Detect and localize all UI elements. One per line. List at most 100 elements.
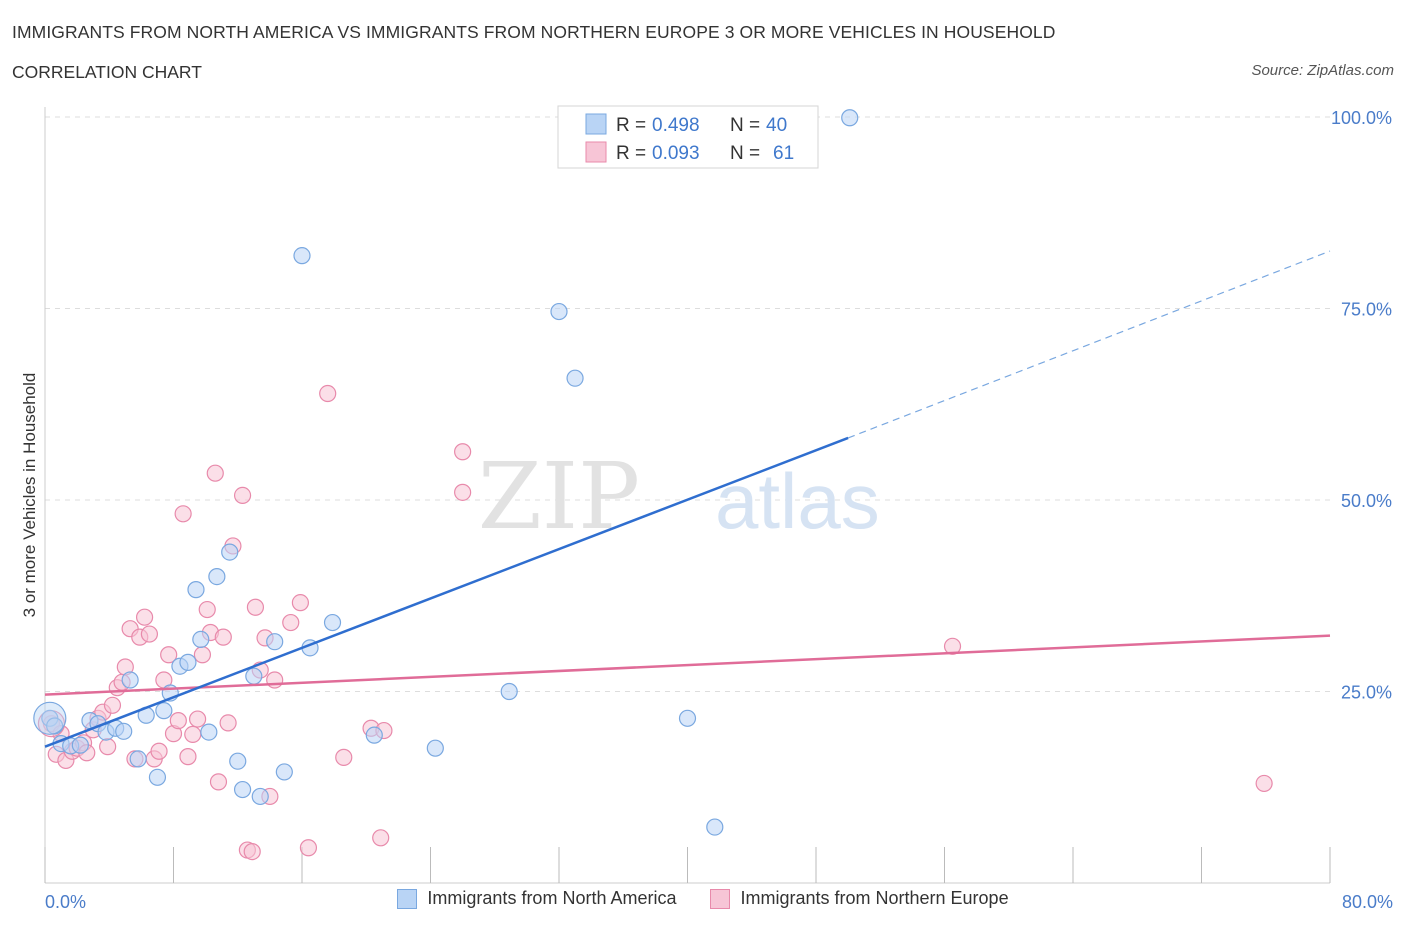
pink-point-32 — [198, 600, 216, 619]
pink-point-53 — [372, 829, 390, 847]
legend-pink-n-label: N = — [730, 143, 760, 164]
chart-title: IMMIGRANTS FROM NORTH AMERICA VS IMMIGRA… — [12, 22, 1056, 42]
y-axis-label: 3 or more Vehicles in Household — [20, 373, 39, 618]
pink-point-49 — [299, 839, 318, 857]
blue-point-17 — [179, 653, 197, 671]
series-legend-blue-label: Immigrants from North America — [427, 888, 677, 908]
source-credit: Source: ZipAtlas.com — [1251, 62, 1394, 79]
blue-point-11 — [129, 750, 147, 768]
pink-point-31 — [193, 646, 212, 664]
pink-point-29 — [184, 725, 202, 743]
blue-point-39 — [841, 109, 859, 127]
y-tick-label-1: 50.0% — [1341, 491, 1392, 511]
pink-point-30 — [188, 710, 207, 728]
legend-blue-n-label: N = — [730, 115, 760, 136]
series-legend-pink-label: Immigrants from Northern Europe — [740, 888, 1009, 908]
pink-point-41 — [243, 842, 261, 861]
blue-point-32 — [365, 726, 383, 744]
pink-point-47 — [282, 613, 300, 632]
blue-point-14 — [155, 702, 173, 720]
pink-point-48 — [291, 594, 309, 612]
legend-pink-n-value: 61 — [773, 143, 794, 164]
blue-point-34 — [500, 682, 518, 701]
series-legend-pink: Immigrants from Northern Europe — [710, 888, 1009, 909]
pink-point-35 — [209, 773, 228, 791]
blue-point-18 — [187, 581, 205, 599]
pink-point-58 — [1255, 774, 1273, 793]
pink-trendline — [44, 634, 1331, 696]
blue-point-4 — [71, 736, 89, 754]
pink-point-34 — [206, 464, 224, 482]
blue-point-30 — [323, 613, 342, 632]
pink-point-27 — [174, 505, 192, 523]
series-legend-pink-swatch — [710, 888, 731, 909]
blue-point-19 — [192, 630, 210, 649]
pink-point-56 — [454, 483, 472, 501]
axes — [44, 107, 1331, 884]
pink-point-39 — [233, 486, 252, 505]
blue-point-20 — [200, 723, 218, 741]
blue-point-22 — [221, 543, 239, 561]
pink-point-37 — [219, 714, 237, 732]
legend-pink-r-value: 0.093 — [652, 143, 700, 164]
pink-point-28 — [179, 748, 197, 766]
blue-point-37 — [678, 709, 697, 727]
legend-pink-swatch — [585, 141, 607, 163]
blue-point-23 — [229, 752, 247, 770]
pink-point-57 — [943, 637, 962, 655]
blue-trendline-extension — [847, 250, 1331, 439]
gridlines — [45, 116, 1330, 692]
pink-point-24 — [160, 646, 178, 664]
blue-point-28 — [275, 763, 293, 781]
pink-point-50 — [319, 384, 337, 403]
blue-point-10 — [121, 671, 139, 689]
watermark: ZIP atlas — [478, 443, 880, 550]
blue-point-9 — [115, 722, 133, 740]
y-tick-label-3: 100.0% — [1331, 108, 1392, 128]
pink-point-12 — [103, 696, 122, 714]
tick-labels: 25.0% 50.0% 75.0% 100.0% 0.0% 80.0% — [45, 108, 1393, 912]
blue-point-36 — [566, 369, 584, 387]
blue-cluster-point — [33, 701, 67, 735]
blue-point-26 — [251, 787, 269, 806]
blue-point-21 — [208, 567, 226, 586]
series-legend: Immigrants from North America Immigrants… — [0, 888, 1406, 909]
pink-point-22 — [150, 742, 168, 760]
pink-point-55 — [454, 443, 472, 461]
pink-point-42 — [246, 598, 265, 616]
blue-point-38 — [706, 818, 724, 836]
legend-blue-swatch — [585, 113, 607, 135]
correlation-legend: R = 0.498 N = 40 R = 0.093 N = 61 — [557, 105, 819, 169]
legend-blue-n-value: 40 — [766, 115, 787, 136]
y-tick-label-2: 75.0% — [1341, 300, 1392, 320]
pink-point-46 — [266, 671, 284, 689]
blue-point-13 — [148, 768, 167, 786]
trendlines — [44, 250, 1331, 748]
legend-pink-r-label: R = — [616, 143, 646, 164]
pink-point-11 — [99, 738, 117, 756]
legend-blue-r-value: 0.498 — [652, 115, 700, 136]
pink-series-points — [37, 384, 1273, 861]
watermark-atlas: atlas — [715, 457, 880, 545]
blue-point-27 — [266, 633, 284, 651]
x-tick-label-min: 0.0% — [45, 892, 86, 912]
series-legend-blue: Immigrants from North America — [397, 888, 676, 909]
pink-point-19 — [135, 608, 154, 626]
pink-point-36 — [214, 628, 232, 646]
series-legend-blue-swatch — [397, 888, 418, 909]
blue-point-25 — [245, 667, 263, 685]
blue-trendline — [44, 436, 849, 748]
blue-series-points — [33, 109, 859, 836]
y-tick-label-0: 25.0% — [1341, 683, 1392, 703]
blue-point-31 — [293, 247, 311, 265]
pink-point-51 — [335, 748, 353, 766]
watermark-zip: ZIP — [478, 443, 640, 550]
x-tick-label-max: 80.0% — [1342, 892, 1393, 912]
pink-point-26 — [169, 712, 187, 730]
blue-point-24 — [233, 780, 252, 799]
legend-blue-r-label: R = — [616, 115, 646, 136]
blue-point-35 — [550, 302, 568, 321]
chart-subtitle: CORRELATION CHART — [12, 62, 202, 82]
blue-point-33 — [426, 739, 444, 757]
